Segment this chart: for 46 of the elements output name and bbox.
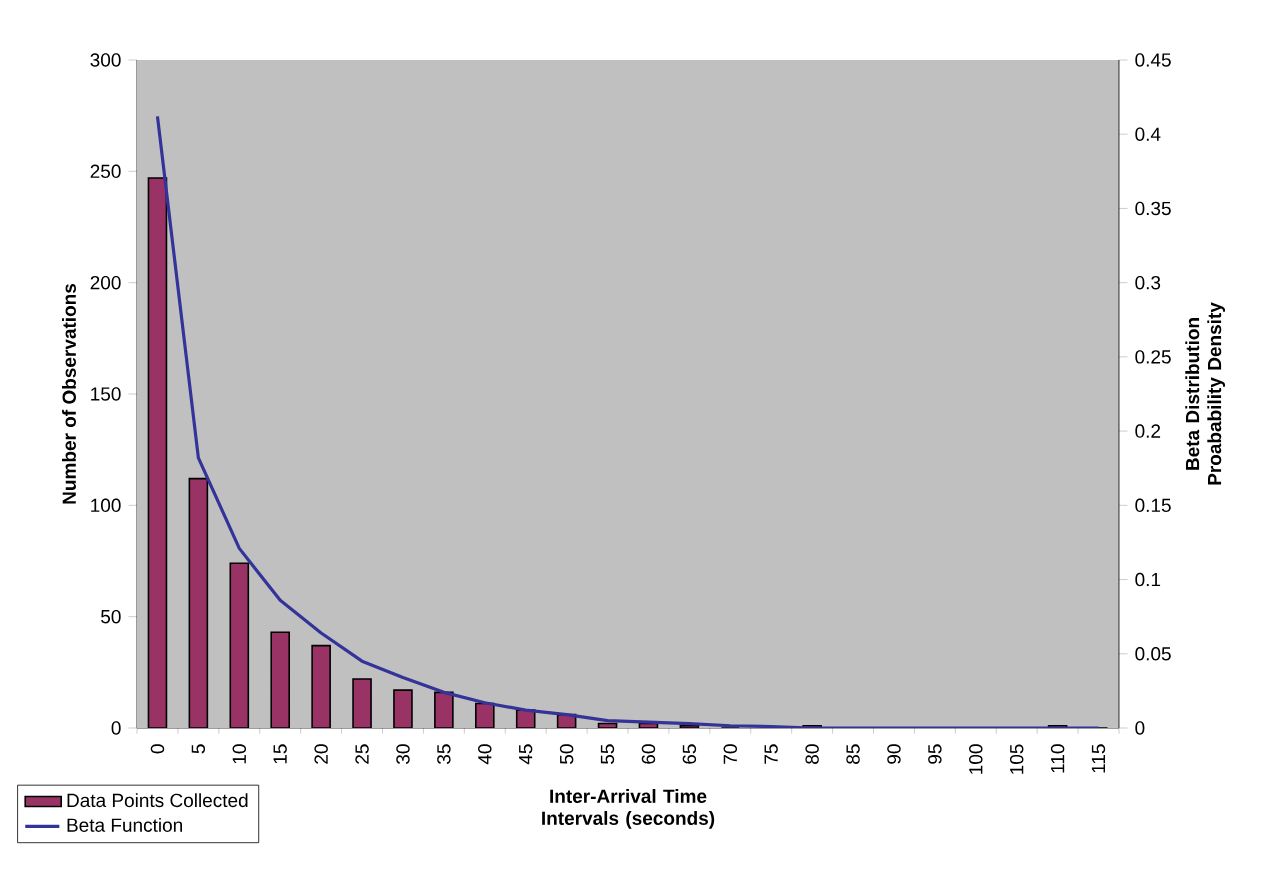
x-tick-label: 115 [1091,744,1106,773]
x-tick-label: 0 [150,744,165,754]
y2-tick-label: 0.45 [1135,53,1171,67]
legend-label: Beta Function [67,817,182,832]
y-tick-label: 300 [90,53,121,67]
y2-tick-label: 0.3 [1135,275,1161,290]
y-tick-label: 100 [91,498,121,513]
x-tick-label: 5 [191,744,206,754]
y-tick-label: 50 [101,609,121,624]
x-tick-label: 100 [969,744,983,774]
y-tick-label: 200 [90,275,121,290]
x-tick-label: 25 [355,744,369,764]
x-tick-label: 105 [1009,744,1024,774]
x-tick-label: 70 [723,744,738,764]
y2-tick-label: 0 [1135,721,1145,735]
x-tick-label: 50 [559,744,574,764]
y-tick-label: 150 [91,387,121,401]
x-tick-label: 40 [478,744,492,765]
x-axis-title: Inter-Arrival Time Intervals (seconds) [542,789,715,829]
y2-tick-label: 0.4 [1135,127,1161,141]
x-tick-label: 85 [846,744,860,764]
legend-label: Data Points Collected [67,793,248,808]
y2-tick-label: 0.2 [1135,424,1161,438]
x-tick-label: 90 [887,744,901,764]
y2-tick-label: 0.35 [1135,201,1171,216]
y-tick-label: 0 [111,721,121,735]
x-tick-label: 95 [928,744,942,764]
x-tick-label: 55 [600,744,615,764]
x-tick-label: 10 [232,744,247,764]
y2-tick-label: 0.05 [1135,647,1171,661]
x-tick-label: 80 [805,744,819,764]
y-tick-label: 250 [90,164,121,179]
x-tick-label: 20 [314,744,328,764]
x-tick-label: 65 [682,744,697,764]
x-tick-label: 30 [396,744,410,764]
y-axis-title: Number of Observations [62,283,76,504]
x-tick-label: 60 [641,744,656,764]
x-tick-label: 45 [519,744,533,765]
y2-axis-title: Beta Distribution Proabability Density [1185,302,1226,485]
y2-tick-label: 0.15 [1135,498,1171,513]
x-tick-label: 75 [764,744,778,764]
x-tick-label: 110 [1050,744,1065,773]
x-tick-label: 15 [273,744,287,764]
x-tick-label: 35 [437,744,451,764]
y2-tick-label: 0.1 [1135,572,1161,587]
y2-tick-label: 0.25 [1135,350,1171,364]
